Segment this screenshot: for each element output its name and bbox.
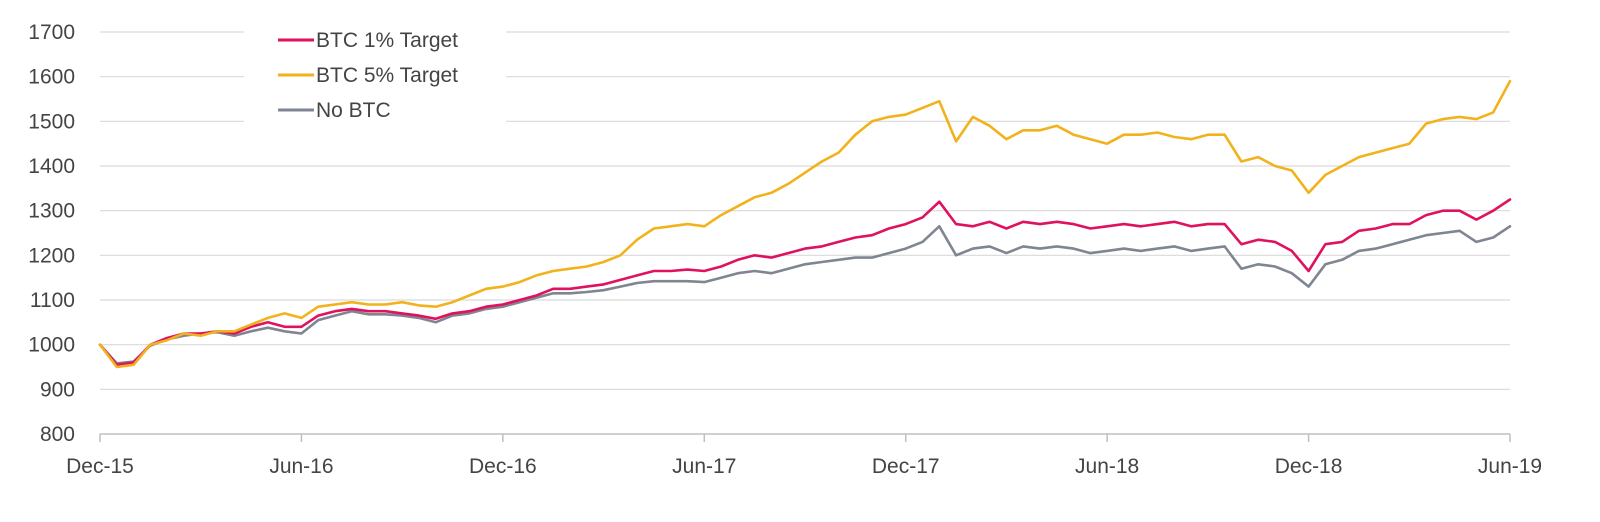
y-tick-label: 800 <box>40 423 75 446</box>
legend-label: BTC 5% Target <box>316 64 458 87</box>
x-axis-labels: Dec-15 Jun-16 Dec-16 Jun-17 Dec-17 Jun-18 Dec-… <box>66 455 1542 478</box>
x-tick-label: Jun-19 <box>1478 455 1542 478</box>
series-line-btc-1-target <box>98 198 1512 367</box>
y-tick-label: 1600 <box>28 66 75 89</box>
y-tick-label: 1300 <box>28 200 75 223</box>
series-line-btc-5-target <box>98 79 1512 369</box>
x-tick-label: Jun-17 <box>672 455 736 478</box>
y-tick-label: 1200 <box>28 244 75 267</box>
y-tick-label: 1700 <box>28 21 75 44</box>
x-tick-label: Dec-15 <box>66 455 134 478</box>
y-axis: 800 900 1000 1100 1200 1300 1400 1500 1600 1700 <box>28 21 75 446</box>
legend-label: BTC 1% Target <box>316 29 458 52</box>
y-tick-label: 1400 <box>28 155 75 178</box>
x-tick-label: Jun-18 <box>1075 455 1139 478</box>
x-tick-label: Dec-17 <box>872 455 940 478</box>
x-tick-label: Jun-16 <box>269 455 333 478</box>
series-line-no-btc <box>98 225 1512 365</box>
y-tick-label: 1500 <box>28 110 75 133</box>
legend-label: No BTC <box>316 99 391 122</box>
y-tick-label: 900 <box>40 378 75 401</box>
y-tick-label: 1000 <box>28 334 75 357</box>
y-tick-label: 1100 <box>30 289 75 312</box>
x-tick-label: Dec-16 <box>469 455 537 478</box>
x-axis <box>99 433 1511 442</box>
legend: BTC 1% Target BTC 5% Target No BTC <box>244 20 506 130</box>
x-tick-label: Dec-18 <box>1275 455 1343 478</box>
series-lines <box>98 79 1512 369</box>
